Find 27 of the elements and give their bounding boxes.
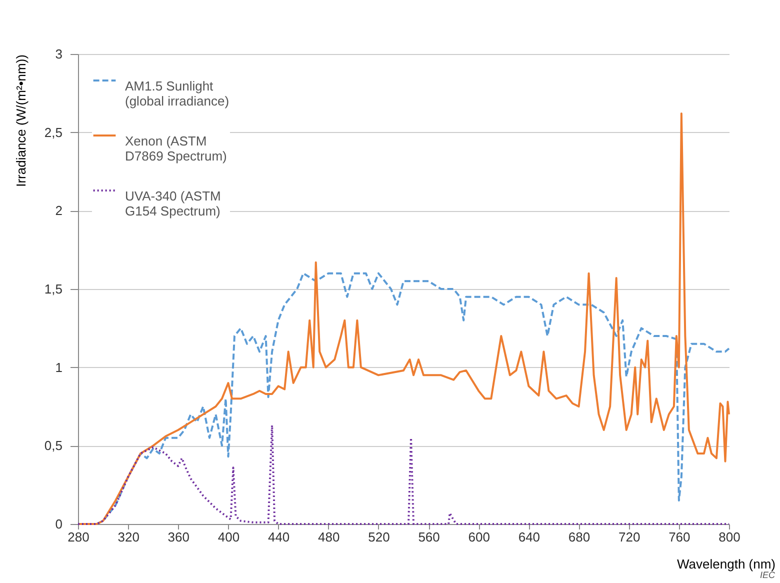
x-tick-label: 320: [118, 530, 140, 544]
y-tick-label: 3: [55, 46, 62, 62]
y-tick-label: 1: [55, 360, 62, 375]
text: IEC: [760, 570, 776, 580]
legend-label: Xenon (ASTM D7869 Spectrum): [125, 134, 227, 164]
y-tick-label: 0,5: [44, 438, 62, 454]
legend-label: AM1.5 Sunlight (global irradiance): [125, 78, 230, 108]
x-tick-label: 680: [568, 530, 590, 544]
x-tick-label: 280: [68, 530, 90, 544]
x-tick-label: 480: [318, 530, 340, 544]
y-axis-title: Irradiance (W/(m²•nm)): [13, 54, 28, 187]
x-tick-label: 560: [418, 530, 440, 544]
x-tick-label: 760: [668, 530, 690, 544]
x-tick-label: 800: [718, 530, 740, 544]
x-axis-title: Wavelength (nm): [677, 556, 776, 572]
y-tick-label: 0: [55, 516, 62, 532]
x-tick-label: 720: [618, 530, 640, 544]
x-tick-label: 440: [268, 530, 290, 544]
x-tick-label: 600: [468, 530, 490, 544]
y-tick-label: 1,5: [44, 282, 62, 296]
y-tick-label: 2: [55, 203, 62, 218]
x-tick-label: 360: [168, 530, 190, 544]
x-tick-label: 520: [368, 530, 390, 544]
x-tick-label: 400: [218, 530, 240, 544]
y-tick-label: 2,5: [44, 124, 62, 140]
legend-label: UVA-340 (ASTM G154 Spectrum): [125, 188, 221, 218]
x-tick-label: 640: [518, 530, 540, 544]
